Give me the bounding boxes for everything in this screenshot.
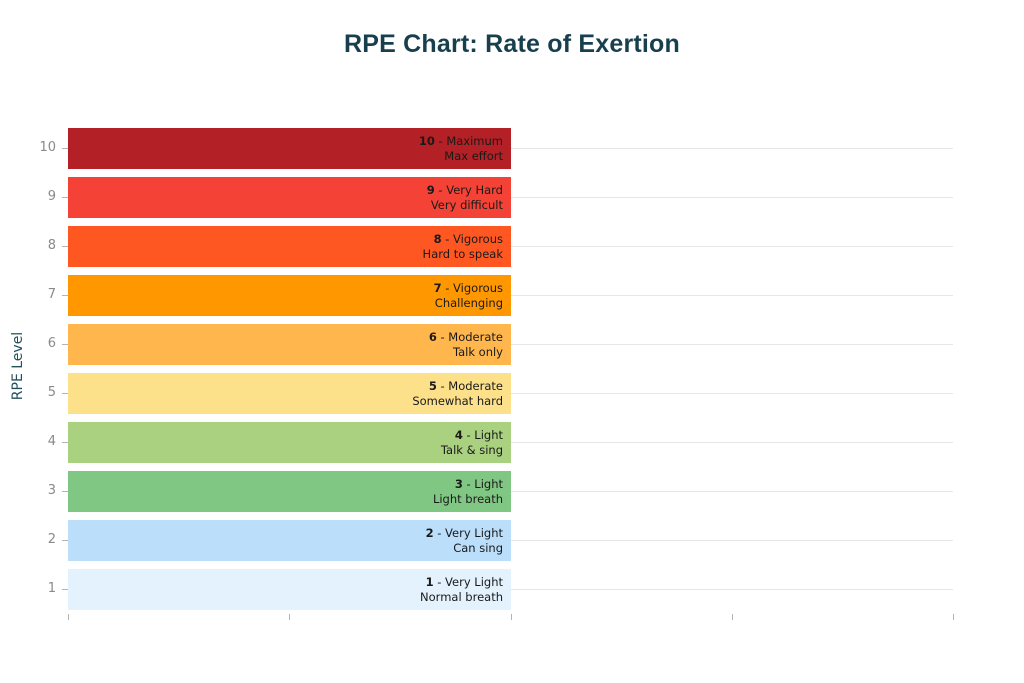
bar-level-number: 9: [426, 182, 435, 197]
x-tick-mark: [511, 614, 512, 620]
bar-label-line2: Talk & sing: [440, 442, 503, 457]
bar-label-line2: Light breath: [432, 491, 503, 506]
bar-label-line2: Somewhat hard: [412, 393, 503, 408]
bar-label-line2: Normal breath: [420, 589, 503, 604]
bar-label-line1: 4 - Light: [455, 428, 503, 443]
bar-intensity-text: - Vigorous: [441, 231, 503, 246]
y-tick-mark: [62, 197, 68, 198]
y-tick-label: 5: [47, 385, 56, 400]
bar-level-1: 1 - Very Light Normal breath: [68, 569, 511, 610]
y-tick-label: 3: [47, 483, 56, 498]
y-axis-title: RPE Level: [10, 331, 26, 401]
bar-level-number: 10: [418, 133, 435, 148]
bar-intensity-text: - Vigorous: [441, 280, 503, 295]
y-tick-mark: [62, 589, 68, 590]
y-tick-label: 4: [47, 434, 56, 449]
bar-intensity-text: - Light: [462, 427, 503, 442]
bar-level-number: 4: [454, 427, 463, 442]
bar-level-3: 3 - Light Light breath: [68, 471, 511, 512]
bar-label-line2: Can sing: [453, 540, 503, 555]
y-tick-mark: [62, 491, 68, 492]
bar-label-line2: Very difficult: [430, 197, 503, 212]
bar-level-number: 6: [428, 329, 437, 344]
x-tick-mark: [953, 614, 954, 620]
y-tick-mark: [62, 442, 68, 443]
chart-title: RPE Chart: Rate of Exertion: [343, 30, 680, 58]
bar-intensity-text: - Very Light: [433, 574, 503, 589]
y-tick-mark: [62, 246, 68, 247]
bar-level-7: 7 - Vigorous Challenging: [68, 275, 511, 316]
x-tick-mark: [289, 614, 290, 620]
y-tick-label: 8: [47, 238, 56, 253]
bar-level-6: 6 - Moderate Talk only: [68, 324, 511, 365]
bar-label-line1: 3 - Light: [455, 477, 503, 492]
bar-level-number: 7: [433, 280, 442, 295]
bar-level-number: 5: [428, 378, 437, 393]
bar-label-line2: Hard to speak: [422, 246, 503, 261]
y-tick-label: 1: [47, 581, 56, 596]
bar-intensity-text: - Very Light: [433, 525, 503, 540]
y-tick-label: 7: [47, 287, 56, 302]
bar-label-line1: 10 - Maximum: [419, 134, 503, 149]
bar-level-number: 8: [433, 231, 442, 246]
bar-label-line1: 8 - Vigorous: [434, 232, 503, 247]
bar-label-line1: 7 - Vigorous: [434, 281, 503, 296]
bar-label-line1: 6 - Moderate: [429, 330, 503, 345]
bar-intensity-text: - Light: [462, 476, 503, 491]
bar-level-10: 10 - Maximum Max effort: [68, 128, 511, 169]
bar-level-number: 2: [425, 525, 434, 540]
bar-level-8: 8 - Vigorous Hard to speak: [68, 226, 511, 267]
bar-intensity-text: - Moderate: [436, 378, 503, 393]
y-tick-mark: [62, 148, 68, 149]
y-tick-mark: [62, 540, 68, 541]
bar-label-line1: 5 - Moderate: [429, 379, 503, 394]
bar-intensity-text: - Moderate: [436, 329, 503, 344]
y-tick-label: 2: [47, 532, 56, 547]
plot-area: 10 10 - Maximum Max effort 9 9 - Very Hard Ve…: [39, 119, 954, 620]
bar-label-line2: Talk only: [452, 344, 503, 359]
bar-level-5: 5 - Moderate Somewhat hard: [68, 373, 511, 414]
bar-intensity-text: - Very Hard: [434, 182, 503, 197]
bar-level-9: 9 - Very Hard Very difficult: [68, 177, 511, 218]
bar-label-line1: 1 - Very Light: [426, 575, 503, 590]
x-tick-mark: [732, 614, 733, 620]
bar-label-line2: Max effort: [444, 148, 503, 163]
bar-label-line1: 9 - Very Hard: [427, 183, 503, 198]
bar-intensity-text: - Maximum: [434, 133, 503, 148]
y-tick-label: 10: [39, 140, 56, 155]
bar-level-number: 3: [454, 476, 463, 491]
y-tick-mark: [62, 344, 68, 345]
bar-level-number: 1: [425, 574, 434, 589]
x-tick-mark: [68, 614, 69, 620]
bar-label-line2: Challenging: [434, 295, 503, 310]
y-tick-mark: [62, 295, 68, 296]
y-tick-mark: [62, 393, 68, 394]
bar-level-4: 4 - Light Talk & sing: [68, 422, 511, 463]
y-tick-label: 6: [47, 336, 56, 351]
bar-label-line1: 2 - Very Light: [426, 526, 503, 541]
bar-level-2: 2 - Very Light Can sing: [68, 520, 511, 561]
y-tick-label: 9: [47, 189, 56, 204]
